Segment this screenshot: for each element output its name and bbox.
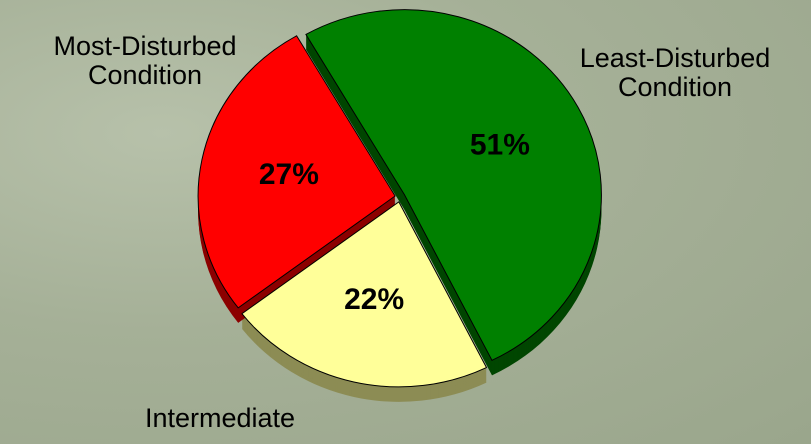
data-label: 51% bbox=[470, 128, 530, 161]
slice bbox=[241, 201, 488, 388]
slice bbox=[305, 9, 602, 361]
category-label: Least-Disturbed Condition bbox=[579, 43, 771, 102]
category-label: Intermediate bbox=[144, 403, 296, 433]
data-label: 27% bbox=[259, 158, 319, 191]
category-label: Most-Disturbed Condition bbox=[53, 31, 237, 90]
data-label: 22% bbox=[344, 283, 404, 316]
slice bbox=[197, 35, 396, 309]
